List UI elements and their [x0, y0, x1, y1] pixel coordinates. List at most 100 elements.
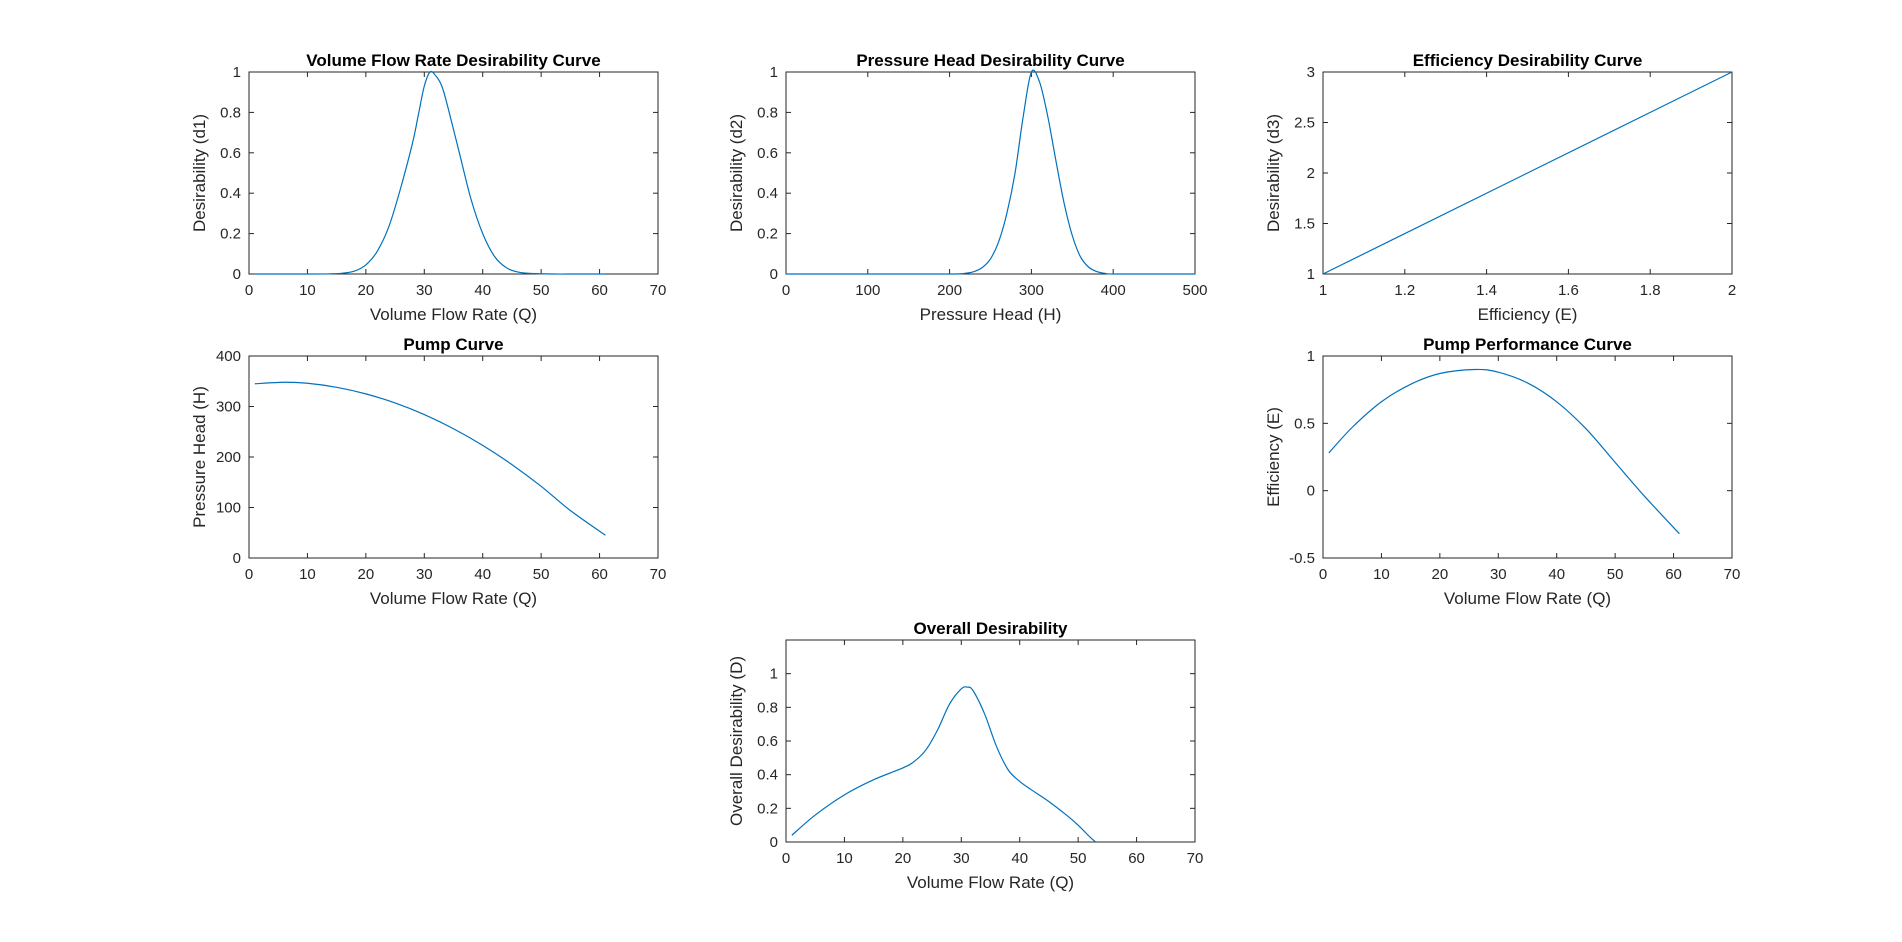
axes-box	[1322, 355, 1733, 559]
x-tick-label: 70	[1724, 566, 1741, 583]
axes-box	[785, 639, 1196, 843]
axes-box	[248, 355, 659, 559]
x-tick-label: 40	[1548, 566, 1565, 583]
x-tick-label: 500	[1182, 282, 1207, 299]
y-tick-label: 0.8	[757, 104, 778, 121]
series-line	[254, 70, 606, 275]
y-tick-label: -0.5	[1289, 550, 1315, 567]
series-line	[254, 381, 606, 536]
x-tick-label: 2	[1728, 282, 1736, 299]
x-tick-label: 70	[1187, 850, 1204, 867]
subplot-overall: 0 10 20 30 40 50 60 70 0 0.2 0.4 0.6 0.8 1 Overall Des…	[727, 619, 1203, 892]
x-tick-label: 20	[1432, 566, 1449, 583]
y-tick-label: 1	[233, 64, 241, 81]
x-tick-label: 300	[1019, 282, 1044, 299]
x-tick-label: 0	[245, 566, 253, 583]
x-tick-label: 30	[1490, 566, 1507, 583]
x-tick-label: 50	[1607, 566, 1624, 583]
x-tick-label: 0	[782, 850, 790, 867]
x-tick-label: 1.4	[1476, 282, 1497, 299]
y-tick-label: 1	[770, 64, 778, 81]
y-tick-label: 0.2	[757, 800, 778, 817]
x-tick-label: 40	[1011, 850, 1028, 867]
x-axis-label: Volume Flow Rate (Q)	[1444, 589, 1611, 608]
y-tick-label: 0.8	[220, 104, 241, 121]
chart-title: Volume Flow Rate Desirability Curve	[306, 51, 600, 70]
x-tick-label: 40	[474, 282, 491, 299]
y-tick-label: 2	[1307, 165, 1315, 182]
y-tick-label: 0.6	[757, 733, 778, 750]
series-line	[1322, 71, 1733, 275]
x-tick-label: 0	[245, 282, 253, 299]
y-axis-label: Desirability (d2)	[727, 114, 746, 232]
axes-box	[785, 71, 1196, 275]
y-tick-label: 1	[770, 666, 778, 683]
y-tick-label: 1.5	[1294, 216, 1315, 233]
x-tick-label: 100	[855, 282, 880, 299]
x-tick-label: 1	[1319, 282, 1327, 299]
x-tick-label: 20	[358, 282, 375, 299]
y-axis-label: Pressure Head (H)	[190, 386, 209, 528]
subplot-d3: 1 1.2 1.4 1.6 1.8 2 1 1.5 2 2.5 3 Efficiency Desira…	[1264, 51, 1736, 324]
x-tick-label: 10	[836, 850, 853, 867]
x-tick-label: 10	[299, 566, 316, 583]
series-line	[785, 69, 1195, 275]
x-axis-label: Volume Flow Rate (Q)	[370, 589, 537, 608]
y-tick-label: 0.4	[757, 185, 778, 202]
x-tick-label: 60	[591, 282, 608, 299]
subplot-pump: 0 10 20 30 40 50 60 70 0 100 200 300 400 Pump Curve Vo…	[190, 335, 666, 608]
y-axis-label: Desirability (d1)	[190, 114, 209, 232]
y-tick-label: 0.8	[757, 699, 778, 716]
x-axis-label: Pressure Head (H)	[920, 305, 1062, 324]
y-tick-label: 0	[770, 266, 778, 283]
x-tick-label: 10	[299, 282, 316, 299]
x-axis-label: Volume Flow Rate (Q)	[907, 873, 1074, 892]
y-tick-label: 1	[1307, 266, 1315, 283]
x-tick-label: 50	[1070, 850, 1087, 867]
x-tick-label: 30	[953, 850, 970, 867]
y-tick-label: 300	[216, 399, 241, 416]
y-axis-label: Efficiency (E)	[1264, 407, 1283, 507]
y-tick-label: 1	[1307, 348, 1315, 365]
y-tick-label: 0.4	[757, 767, 778, 784]
x-tick-label: 20	[895, 850, 912, 867]
x-tick-label: 1.6	[1558, 282, 1579, 299]
y-tick-label: 0	[233, 266, 241, 283]
x-tick-label: 400	[1101, 282, 1126, 299]
x-tick-label: 70	[650, 566, 667, 583]
x-tick-label: 30	[416, 566, 433, 583]
x-tick-label: 1.8	[1640, 282, 1661, 299]
x-tick-label: 50	[533, 566, 550, 583]
y-tick-label: 0	[1307, 483, 1315, 500]
y-tick-label: 3	[1307, 64, 1315, 81]
subplot-d1: 0 10 20 30 40 50 60 70 0 0.2 0.4 0.6 0.8 1 Volume Flow…	[190, 51, 666, 324]
subplot-d2: 0 100 200 300 400 500 0 0.2 0.4 0.6 0.8 1 Pressure H…	[727, 51, 1208, 324]
y-tick-label: 0.2	[757, 226, 778, 243]
series-line	[1328, 368, 1680, 535]
x-tick-label: 50	[533, 282, 550, 299]
x-tick-label: 70	[650, 282, 667, 299]
chart-title: Overall Desirability	[913, 619, 1068, 638]
y-tick-label: 100	[216, 500, 241, 517]
y-tick-label: 400	[216, 348, 241, 365]
y-tick-label: 0.6	[220, 145, 241, 162]
x-tick-label: 40	[474, 566, 491, 583]
chart-title: Pump Performance Curve	[1423, 335, 1632, 354]
y-tick-label: 0.6	[757, 145, 778, 162]
x-tick-label: 1.2	[1394, 282, 1415, 299]
y-tick-label: 200	[216, 449, 241, 466]
y-tick-label: 2.5	[1294, 115, 1315, 132]
chart-title: Efficiency Desirability Curve	[1413, 51, 1643, 70]
y-tick-label: 0.5	[1294, 415, 1315, 432]
x-tick-label: 60	[591, 566, 608, 583]
chart-title: Pump Curve	[403, 335, 503, 354]
x-axis-label: Volume Flow Rate (Q)	[370, 305, 537, 324]
y-tick-label: 0.4	[220, 185, 241, 202]
series-line	[791, 686, 1097, 843]
x-tick-label: 0	[1319, 566, 1327, 583]
axes-box	[248, 71, 659, 275]
y-tick-label: 0.2	[220, 226, 241, 243]
x-tick-label: 0	[782, 282, 790, 299]
